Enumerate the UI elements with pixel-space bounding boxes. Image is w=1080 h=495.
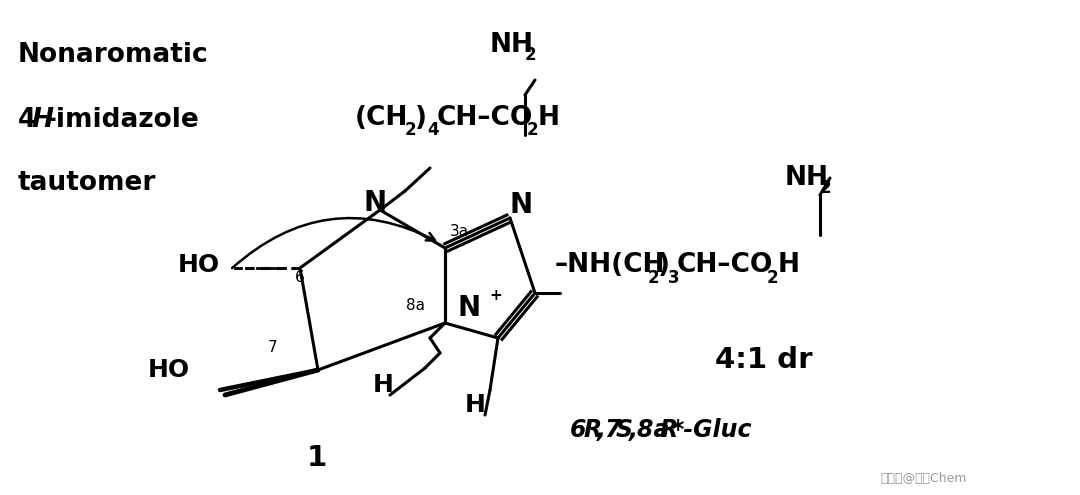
Text: ): ) [415, 105, 427, 131]
Text: ,8a: ,8a [629, 418, 671, 442]
Text: 2: 2 [648, 269, 660, 287]
Text: 1: 1 [307, 444, 327, 472]
Text: ,7: ,7 [597, 418, 622, 442]
Text: 搜狐号@化解Chem: 搜狐号@化解Chem [880, 472, 967, 485]
Text: 2: 2 [767, 269, 779, 287]
Text: 4: 4 [18, 107, 37, 133]
Text: 8a: 8a [406, 297, 426, 312]
Text: S: S [616, 418, 633, 442]
Text: 4:1 dr: 4:1 dr [715, 346, 812, 374]
Text: 2: 2 [405, 121, 417, 139]
Text: 3a: 3a [450, 225, 469, 240]
Text: 6: 6 [295, 270, 305, 286]
Text: H: H [538, 105, 561, 131]
Text: Nonaromatic: Nonaromatic [18, 42, 208, 68]
Text: N: N [363, 189, 387, 217]
Text: 7: 7 [268, 340, 278, 354]
Text: *-Gluc: *-Gluc [672, 418, 753, 442]
Text: CH–CO: CH–CO [437, 105, 534, 131]
Text: –NH(CH: –NH(CH [555, 252, 665, 278]
Text: CH–CO: CH–CO [677, 252, 773, 278]
Text: HO: HO [178, 253, 220, 277]
Text: (CH: (CH [355, 105, 408, 131]
Text: H: H [31, 107, 53, 133]
Text: -imidazole: -imidazole [46, 107, 200, 133]
Text: 2: 2 [525, 46, 537, 64]
Text: 2: 2 [527, 121, 539, 139]
Text: 4: 4 [427, 121, 438, 139]
Text: 3: 3 [669, 269, 679, 287]
Text: 2: 2 [820, 179, 832, 197]
Text: R: R [584, 418, 603, 442]
Text: 6: 6 [570, 418, 586, 442]
Text: H: H [465, 393, 486, 417]
Text: H: H [778, 252, 800, 278]
Text: +: + [489, 288, 502, 302]
Text: R: R [659, 418, 677, 442]
Text: H: H [373, 373, 394, 397]
Text: N: N [510, 191, 534, 219]
Text: NH: NH [490, 32, 534, 58]
Text: tautomer: tautomer [18, 170, 157, 196]
Text: N: N [458, 294, 481, 322]
Text: ): ) [658, 252, 670, 278]
Text: NH: NH [785, 165, 829, 191]
Text: HO: HO [148, 358, 190, 382]
